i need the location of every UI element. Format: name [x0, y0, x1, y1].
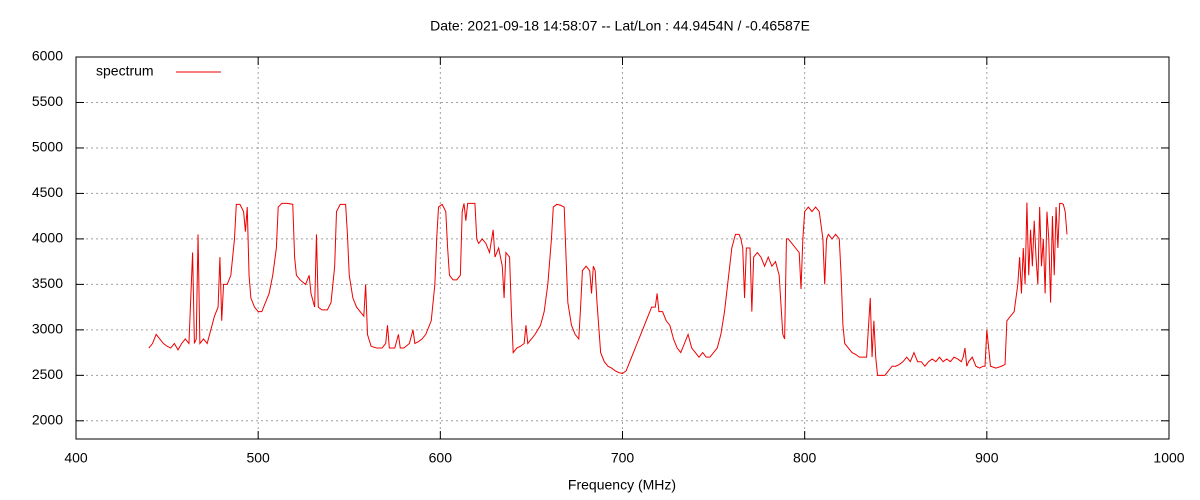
x-tick-label: 700	[611, 450, 635, 466]
y-tick-label: 2000	[32, 412, 63, 428]
chart-title: Date: 2021-09-18 14:58:07 -- Lat/Lon : 4…	[430, 18, 810, 34]
y-tick-label: 4000	[32, 230, 63, 246]
x-tick-label: 800	[793, 450, 817, 466]
x-tick-label: 1000	[1153, 450, 1184, 466]
y-tick-label: 4500	[32, 184, 63, 200]
y-tick-label: 6000	[32, 48, 63, 64]
series-line	[148, 202, 1068, 376]
legend-label: spectrum	[96, 63, 154, 79]
y-tick-label: 3000	[32, 321, 63, 337]
x-tick-label: 900	[975, 450, 999, 466]
x-tick-label: 400	[64, 450, 88, 466]
y-tick-label: 2500	[32, 366, 63, 382]
y-tick-label: 5000	[32, 139, 63, 155]
plot-border	[75, 56, 1170, 440]
y-tick-label: 5500	[32, 93, 63, 109]
x-tick-label: 600	[429, 450, 453, 466]
y-tick-label: 3500	[32, 275, 63, 291]
x-tick-label: 500	[246, 450, 270, 466]
x-axis-label: Frequency (MHz)	[568, 477, 676, 493]
